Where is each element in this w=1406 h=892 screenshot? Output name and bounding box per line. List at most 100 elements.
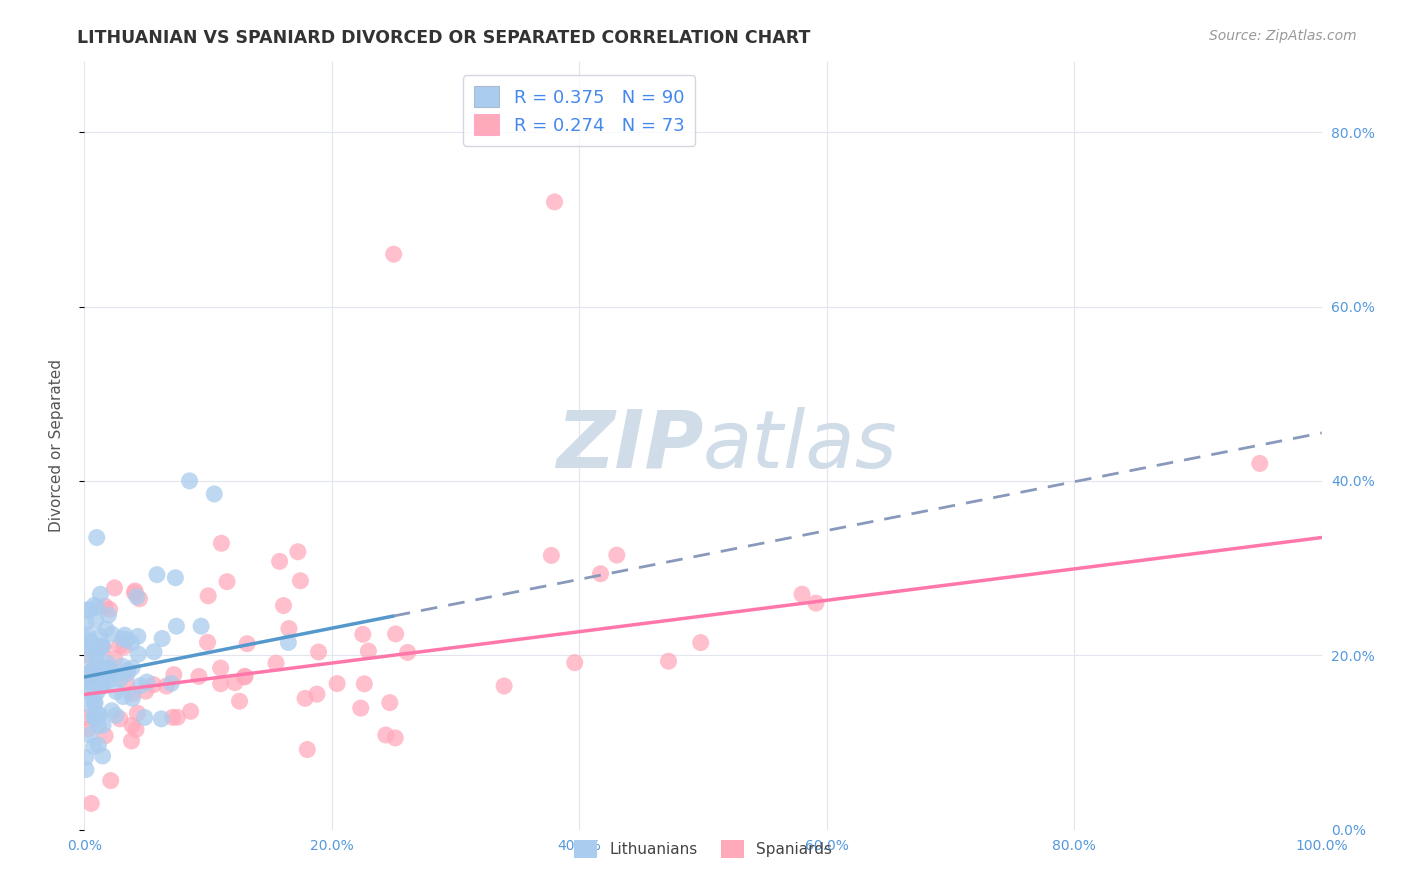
Point bbox=[89, 708, 111, 723]
Point bbox=[657, 654, 679, 668]
Point bbox=[76, 648, 98, 662]
Point bbox=[287, 545, 309, 559]
Point bbox=[277, 635, 299, 649]
Point bbox=[104, 708, 127, 723]
Point bbox=[84, 658, 107, 673]
Point bbox=[90, 640, 112, 654]
Point bbox=[91, 674, 114, 689]
Point bbox=[150, 632, 173, 646]
Legend: Lithuanians, Spaniards: Lithuanians, Spaniards bbox=[568, 834, 838, 864]
Point bbox=[326, 676, 349, 690]
Point bbox=[77, 722, 100, 736]
Point bbox=[384, 627, 406, 641]
Point bbox=[790, 587, 813, 601]
Point bbox=[290, 574, 312, 588]
Point bbox=[77, 667, 100, 681]
Point bbox=[105, 667, 128, 681]
Point bbox=[87, 738, 110, 752]
Point bbox=[277, 622, 299, 636]
Point bbox=[93, 660, 115, 674]
Point bbox=[86, 649, 108, 664]
Point bbox=[134, 710, 156, 724]
Point bbox=[115, 632, 138, 647]
Point bbox=[543, 194, 565, 209]
Point bbox=[273, 599, 295, 613]
Point bbox=[108, 672, 131, 686]
Point bbox=[103, 581, 125, 595]
Point bbox=[352, 627, 374, 641]
Point bbox=[353, 677, 375, 691]
Point bbox=[305, 687, 328, 701]
Point bbox=[96, 622, 118, 636]
Point bbox=[83, 697, 105, 711]
Point bbox=[112, 690, 135, 704]
Point bbox=[166, 710, 188, 724]
Point bbox=[89, 629, 111, 643]
Point bbox=[115, 676, 138, 690]
Point bbox=[87, 706, 110, 721]
Point bbox=[75, 750, 97, 764]
Point bbox=[101, 704, 124, 718]
Point bbox=[142, 678, 165, 692]
Point bbox=[100, 773, 122, 788]
Point bbox=[83, 681, 105, 695]
Point bbox=[165, 619, 187, 633]
Point bbox=[202, 487, 225, 501]
Point bbox=[97, 608, 120, 623]
Point bbox=[101, 627, 124, 641]
Point bbox=[228, 694, 250, 708]
Point bbox=[87, 719, 110, 733]
Point bbox=[233, 669, 256, 683]
Point bbox=[135, 675, 157, 690]
Point bbox=[86, 686, 108, 700]
Point bbox=[80, 663, 103, 677]
Point bbox=[75, 670, 97, 684]
Point bbox=[155, 679, 177, 693]
Point bbox=[606, 548, 628, 562]
Point bbox=[86, 600, 108, 615]
Point bbox=[494, 679, 516, 693]
Point bbox=[91, 749, 114, 764]
Point bbox=[97, 668, 120, 682]
Point bbox=[77, 671, 100, 685]
Point bbox=[97, 673, 120, 687]
Point bbox=[121, 686, 143, 700]
Point bbox=[111, 659, 134, 673]
Point bbox=[76, 603, 98, 617]
Point bbox=[90, 677, 112, 691]
Point bbox=[84, 712, 107, 726]
Point bbox=[117, 666, 139, 681]
Point bbox=[121, 718, 143, 732]
Point bbox=[350, 701, 373, 715]
Point bbox=[121, 661, 143, 675]
Point bbox=[75, 696, 97, 710]
Point bbox=[83, 690, 105, 704]
Point bbox=[689, 635, 711, 649]
Point bbox=[90, 662, 112, 676]
Point bbox=[357, 644, 380, 658]
Text: atlas: atlas bbox=[703, 407, 898, 485]
Point bbox=[77, 603, 100, 617]
Point bbox=[75, 763, 97, 777]
Point bbox=[209, 536, 232, 550]
Point bbox=[89, 587, 111, 601]
Point bbox=[80, 667, 103, 681]
Point bbox=[75, 638, 97, 652]
Point bbox=[84, 614, 107, 628]
Point bbox=[108, 712, 131, 726]
Point bbox=[209, 677, 232, 691]
Point bbox=[160, 676, 183, 690]
Point bbox=[209, 661, 232, 675]
Point bbox=[84, 647, 107, 661]
Point bbox=[96, 662, 118, 676]
Point bbox=[91, 718, 114, 732]
Point bbox=[135, 684, 157, 698]
Point bbox=[86, 531, 108, 545]
Point bbox=[150, 712, 173, 726]
Point bbox=[83, 708, 105, 723]
Point bbox=[117, 663, 139, 677]
Y-axis label: Divorced or Separated: Divorced or Separated bbox=[49, 359, 63, 533]
Point bbox=[112, 640, 135, 654]
Point bbox=[269, 554, 291, 568]
Point bbox=[96, 656, 118, 670]
